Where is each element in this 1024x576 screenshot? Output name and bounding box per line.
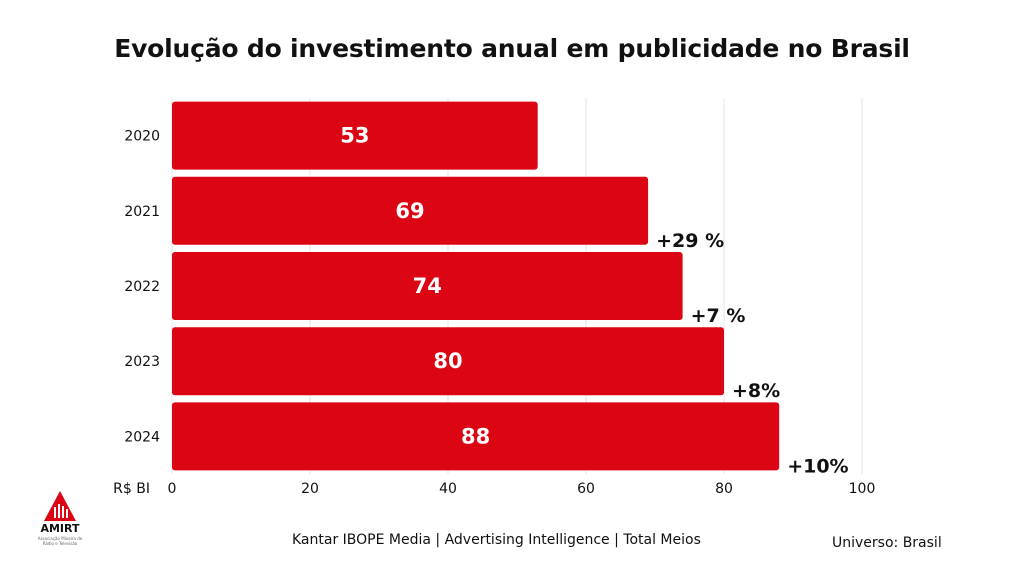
amirt-logo-icon [44,491,76,521]
data-label: 88 [461,424,490,448]
bar [172,327,724,396]
chart-title: Evolução do investimento anual em public… [114,34,910,63]
x-tick-label: 80 [715,481,733,497]
growth-label: +7 % [691,305,746,327]
growth-label: +29 % [656,230,724,252]
y-axis-labels: 2020 2021 2022 2023 2024 [124,129,160,446]
bar [172,252,683,320]
bar [172,101,538,170]
y-tick-label: 2023 [124,354,160,370]
data-label: 53 [340,124,369,148]
logo-name: AMIRT [40,522,80,535]
x-tick-label: 100 [849,481,876,497]
bar [172,176,649,245]
universe-note: Universo: Brasil [832,535,942,551]
growth-label: +8% [732,380,780,402]
data-label: 69 [395,199,424,223]
x-axis-label: R$ BI [113,481,150,497]
x-tick-label: 40 [439,481,457,497]
logo-subtitle: Associação Mineira de Rádio e Televisão [37,536,83,546]
source-note: Kantar IBOPE Media | Advertising Intelli… [292,532,701,548]
data-label: 80 [433,349,462,373]
x-tick-label: 0 [168,481,177,497]
x-tick-label: 20 [301,481,319,497]
y-tick-label: 2024 [124,429,160,445]
growth-label: +10% [787,455,848,477]
bars: 53 69 +29 % 74 +7 % 80 +8% 88 +10% [172,101,849,477]
data-label: 74 [413,274,442,298]
y-tick-label: 2020 [124,129,160,145]
y-tick-label: 2022 [124,279,160,295]
x-tick-label: 60 [577,481,595,497]
y-tick-label: 2021 [124,204,160,220]
x-axis-ticks: 0 20 40 60 80 100 [168,481,876,497]
bar [172,402,780,471]
